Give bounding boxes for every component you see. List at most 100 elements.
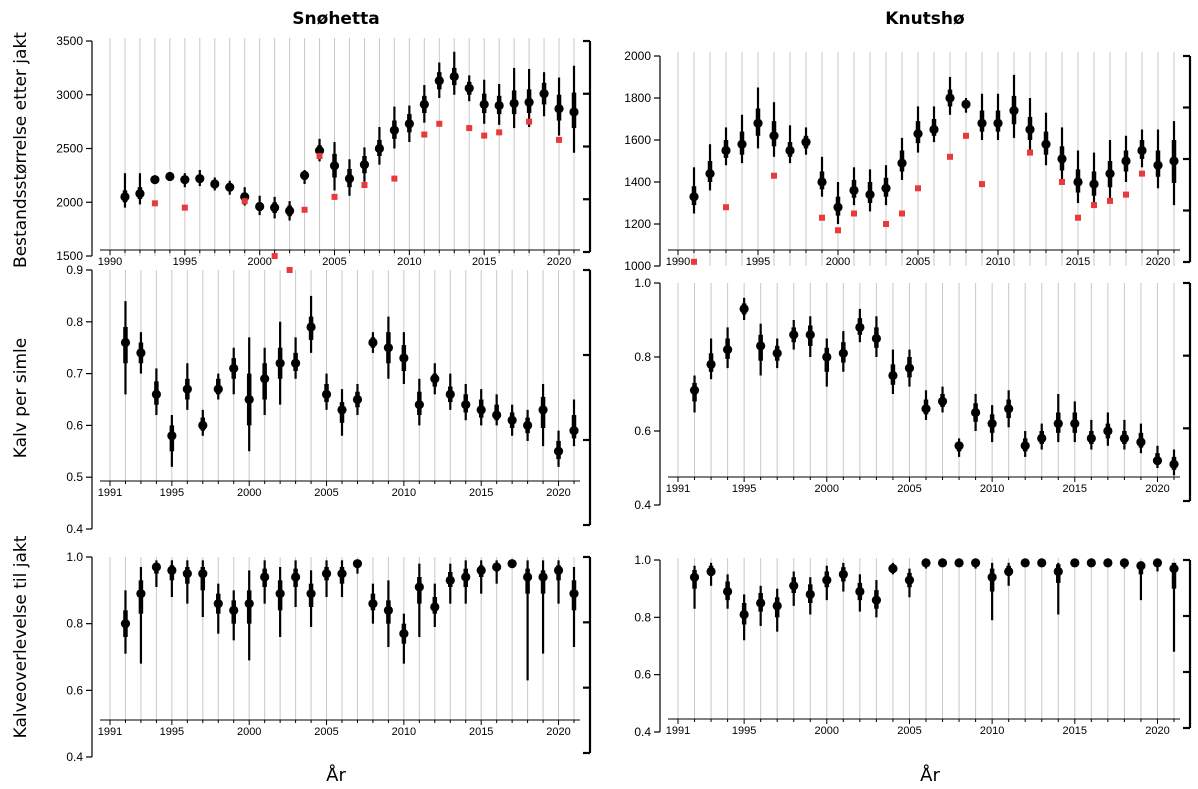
estimate-point — [291, 572, 301, 582]
x-tick-label: 2015 — [469, 487, 493, 499]
estimate-point — [1057, 154, 1067, 164]
estimate-point — [772, 348, 782, 358]
estimate-point — [772, 601, 782, 611]
estimate-point — [1169, 564, 1179, 574]
estimate-point — [275, 589, 285, 599]
x-tick-label: 2020 — [1145, 483, 1169, 495]
estimate-point — [993, 118, 1003, 128]
estimate-point — [1152, 456, 1163, 466]
estimate-point — [419, 99, 429, 110]
count-marker — [241, 198, 248, 205]
x-tick-label: 2010 — [397, 256, 421, 268]
estimate-point — [1020, 558, 1030, 568]
y-tick-label: 1500 — [56, 249, 83, 263]
estimate-point — [492, 410, 502, 420]
estimate-point — [805, 589, 815, 600]
estimate-point — [399, 353, 409, 363]
count-marker — [496, 129, 503, 136]
count-marker — [1027, 149, 1033, 156]
grid-lines — [677, 52, 1175, 266]
estimate-point — [464, 83, 474, 93]
estimate-point — [260, 572, 270, 582]
estimate-point — [1136, 437, 1146, 447]
x-tick-label: 2010 — [980, 483, 1004, 495]
estimate-point — [1041, 139, 1051, 149]
estimate-point — [1037, 433, 1047, 443]
estimate-point — [120, 337, 131, 348]
estimate-point — [445, 575, 455, 585]
estimate-point — [553, 565, 564, 575]
estimate-point — [165, 171, 175, 182]
estimate-point — [706, 359, 716, 369]
count-marker — [723, 204, 729, 211]
estimate-point — [337, 569, 347, 579]
count-marker — [899, 210, 905, 217]
xlabel-right: År — [920, 764, 940, 786]
estimate-point — [689, 192, 699, 202]
x-tick-label: 2000 — [237, 487, 261, 499]
estimate-point — [492, 562, 502, 572]
estimate-point — [756, 341, 766, 351]
estimate-point — [538, 572, 548, 582]
x-tick-label: 2015 — [1063, 483, 1087, 495]
y-tick-label: 0.6 — [66, 418, 83, 432]
estimate-point — [151, 562, 161, 572]
x-tick-label: 1990 — [666, 256, 690, 268]
y-tick-label: 3500 — [56, 34, 83, 48]
estimate-point — [1103, 558, 1113, 568]
x-tick-label: 2015 — [1066, 256, 1090, 268]
estimate-point — [260, 374, 270, 384]
estimate-point — [1105, 169, 1115, 179]
count-marker — [1123, 191, 1129, 198]
estimate-point — [244, 394, 254, 405]
estimate-point — [929, 124, 939, 135]
estimate-point — [1121, 156, 1131, 166]
estimate-point — [1020, 441, 1030, 451]
count-marker — [771, 172, 777, 179]
estimate-point — [275, 358, 285, 368]
count-marker — [1107, 197, 1113, 204]
estimate-point — [1004, 404, 1014, 414]
x-tick-label: 1991 — [666, 725, 690, 737]
x-tick-label: 2020 — [546, 726, 570, 738]
y-tick-label: 0.7 — [66, 367, 83, 381]
estimate-point — [399, 629, 409, 639]
estimate-point — [881, 183, 891, 193]
estimate-point — [383, 343, 393, 353]
estimate-point — [167, 431, 177, 441]
estimate-point — [971, 407, 981, 418]
count-marker — [1075, 214, 1081, 221]
estimate-point — [538, 405, 548, 415]
y-tick-label: 1400 — [624, 175, 651, 189]
count-marker — [883, 221, 889, 227]
y-tick-label: 0.6 — [634, 424, 651, 438]
x-tick-label: 1991 — [666, 483, 690, 495]
estimate-point — [739, 609, 749, 620]
estimate-point — [337, 405, 347, 415]
count-marker — [1139, 170, 1145, 177]
estimate-point — [229, 363, 239, 374]
grid-lines — [109, 38, 575, 256]
estimate-point — [430, 602, 440, 612]
chart-panels: 1500 2000 2500 3000 3500 1990 1995 2000 2005 2010… — [56, 34, 1192, 764]
estimate-point — [921, 558, 931, 568]
estimate-point — [244, 599, 254, 609]
estimate-point — [705, 169, 715, 179]
estimate-point — [706, 566, 716, 577]
grid-lines — [677, 558, 1175, 719]
x-tick-label: 2005 — [322, 256, 346, 268]
estimate-point — [180, 175, 190, 185]
y-tick-label: 0.4 — [66, 522, 83, 536]
estimate-point — [321, 389, 332, 399]
y-tick-label: 1200 — [624, 217, 651, 231]
estimate-point — [769, 131, 779, 141]
estimate-point — [476, 405, 486, 415]
panel-5: 0.4 0.6 0.8 1.0 1991 1995 2000 2005 2010 2015 2020 — [634, 553, 1192, 739]
y-tick-label: 1800 — [624, 91, 651, 105]
estimate-point — [434, 76, 444, 86]
estimate-point — [135, 189, 145, 199]
estimate-point — [954, 441, 964, 451]
estimate-point — [1053, 419, 1063, 429]
estimate-point — [182, 569, 192, 579]
